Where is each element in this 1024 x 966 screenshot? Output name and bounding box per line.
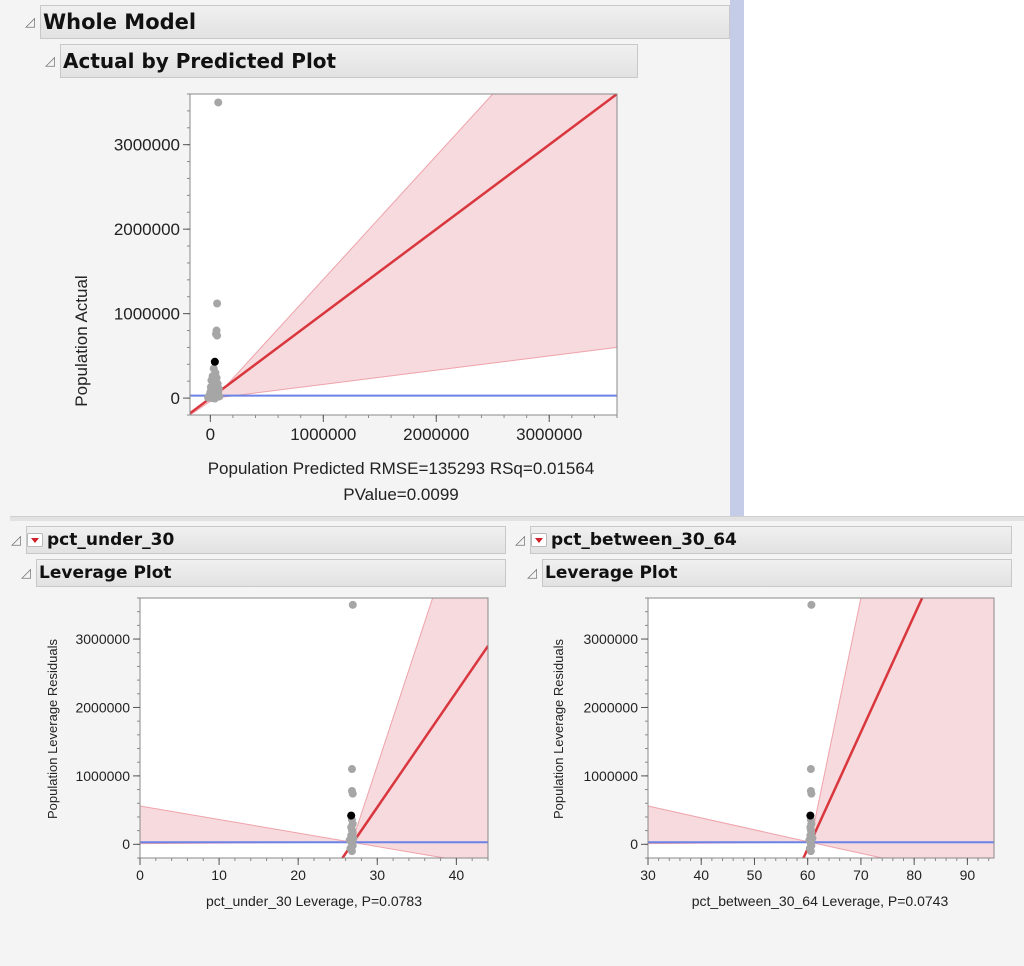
data-point [206, 386, 215, 395]
x-tick-label: 0 [206, 425, 215, 444]
actual-by-predicted-header[interactable]: ◿ Actual by Predicted Plot [45, 44, 638, 78]
data-point [808, 834, 817, 843]
y-tick-label: 0 [122, 836, 130, 852]
pvalue-label: PValue=0.0099 [343, 485, 458, 504]
section-title: pct_between_30_64 [551, 530, 737, 550]
x-axis-label: pct_between_30_64 Leverage, P=0.0743 [692, 893, 949, 909]
confidence-edge-upper-left [140, 805, 353, 843]
x-axis-label: Population Predicted RMSE=135293 RSq=0.0… [208, 459, 595, 478]
whole-model-header[interactable]: ◿ Whole Model [25, 5, 730, 39]
x-tick-label: 0 [136, 867, 144, 883]
x-tick-label: 3000000 [516, 425, 582, 444]
highlighted-point [806, 811, 815, 820]
data-point [807, 789, 816, 798]
x-tick-label: 40 [693, 867, 709, 883]
x-tick-label: 30 [369, 867, 385, 883]
disclosure-triangle-icon[interactable]: ◿ [527, 565, 537, 581]
blank-area [744, 0, 1024, 518]
x-tick-label: 70 [853, 867, 869, 883]
data-point [807, 600, 816, 609]
x-tick-label: 30 [640, 867, 656, 883]
confidence-edge-upper-right [351, 598, 434, 843]
pct-under-30-leverage-chart: Population Leverage Residuals pct_under_… [45, 597, 489, 909]
data-point [214, 384, 223, 393]
data-point [348, 600, 357, 609]
x-tick-label: 1000000 [290, 425, 356, 444]
data-point [806, 847, 815, 856]
confidence-band-right [810, 598, 994, 858]
y-tick-label: 3000000 [114, 136, 180, 155]
y-tick-label: 3000000 [583, 631, 638, 647]
x-tick-label: 80 [906, 867, 922, 883]
disclosure-triangle-icon[interactable]: ◿ [45, 53, 55, 69]
leverage-plot-title: Leverage Plot [545, 563, 678, 583]
disclosure-triangle-icon[interactable]: ◿ [515, 532, 525, 548]
y-tick-label: 2000000 [75, 699, 130, 715]
highlighted-point [347, 811, 356, 820]
section-title: pct_under_30 [47, 530, 175, 550]
fit-line [190, 94, 617, 415]
highlighted-point [210, 357, 219, 366]
confidence-edge-upper-left [648, 805, 811, 843]
plot-frame [189, 93, 618, 416]
fit-line [802, 598, 924, 858]
leverage-plot-header-2[interactable]: ◿ Leverage Plot [527, 559, 1012, 587]
data-point [347, 847, 356, 856]
data-point [347, 765, 356, 774]
y-axis-label: Population Leverage Residuals [45, 639, 60, 819]
x-tick-label: 40 [449, 867, 465, 883]
x-axis-label: pct_under_30 Leverage, P=0.0783 [206, 893, 422, 909]
y-tick-label: 1000000 [75, 768, 130, 784]
actual-by-predicted-title: Actual by Predicted Plot [63, 49, 337, 73]
confidence-edge-lower-right [810, 841, 883, 858]
horizontal-separator [10, 516, 1024, 521]
y-axis-label: Population Leverage Residuals [551, 639, 566, 819]
y-tick-label: 2000000 [114, 220, 180, 239]
actual-by-predicted-chart: Population Actual Population Predicted R… [72, 93, 618, 504]
y-tick-label: 2000000 [583, 699, 638, 715]
y-axis-label: Population Actual [72, 275, 91, 406]
leverage-plot-header-1[interactable]: ◿ Leverage Plot [21, 559, 506, 587]
disclosure-triangle-icon[interactable]: ◿ [25, 14, 35, 30]
x-tick-label: 20 [290, 867, 306, 883]
red-triangle-menu-icon[interactable] [531, 533, 547, 547]
y-tick-label: 0 [630, 836, 638, 852]
y-tick-label: 3000000 [75, 631, 130, 647]
whole-model-title: Whole Model [43, 10, 197, 34]
disclosure-triangle-icon[interactable]: ◿ [21, 565, 31, 581]
data-point [349, 834, 358, 843]
x-tick-label: 90 [960, 867, 976, 883]
x-tick-label: 50 [747, 867, 763, 883]
data-point [348, 789, 357, 798]
vertical-splitter[interactable] [730, 0, 744, 518]
plot-content [648, 598, 994, 858]
x-tick-label: 10 [211, 867, 227, 883]
leverage-plot-title: Leverage Plot [39, 563, 172, 583]
x-tick-label: 60 [800, 867, 816, 883]
data-point [213, 331, 222, 340]
red-triangle-menu-icon[interactable] [27, 533, 43, 547]
x-tick-label: 2000000 [403, 425, 469, 444]
confidence-edge-upper-right [809, 598, 862, 843]
plot-frame [647, 597, 995, 859]
disclosure-triangle-icon[interactable]: ◿ [11, 532, 21, 548]
fit-line [341, 645, 488, 858]
plot-content [190, 94, 617, 415]
pct-between-30-64-leverage-chart: Population Leverage Residuals pct_betwee… [551, 597, 995, 909]
pct-between-30-64-header[interactable]: ◿ pct_between_30_64 [515, 526, 1012, 554]
pct-under-30-header[interactable]: ◿ pct_under_30 [11, 526, 506, 554]
y-tick-label: 1000000 [583, 768, 638, 784]
data-point [214, 98, 223, 107]
data-point [213, 299, 222, 308]
data-point [806, 765, 815, 774]
confidence-edge-lower-right [351, 841, 445, 858]
plot-content [140, 598, 488, 858]
y-tick-label: 1000000 [114, 305, 180, 324]
y-tick-label: 0 [171, 389, 180, 408]
